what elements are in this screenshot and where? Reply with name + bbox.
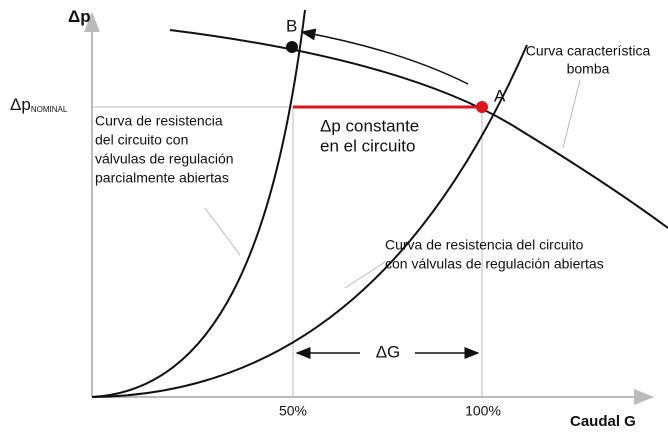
x-axis-label: Caudal G (570, 413, 636, 430)
annotation: válvulas de regulación (95, 151, 234, 167)
annotation: en el circuito (320, 136, 415, 155)
annotation: con válvulas de regulación abiertas (385, 256, 604, 272)
y-axis-label: Δp (68, 7, 91, 26)
annotation: del circuito con (95, 132, 188, 148)
nominal-main: Δp (10, 95, 31, 114)
nominal-label: ΔpNOMINAL (10, 95, 68, 114)
resistance-curve-partial (91, 9, 306, 398)
annotation: parcialmente abiertas (95, 170, 229, 186)
leader (204, 207, 241, 256)
delta-g-label: ΔG (376, 342, 401, 361)
annotation: Curva de resistencia del circuito (385, 237, 584, 253)
resistance-curve-open (91, 44, 528, 398)
annotation: Curva característica (526, 43, 651, 59)
x-tick-label: 50% (279, 403, 307, 419)
annotation: Δp constante (320, 116, 419, 135)
annotation: bomba (567, 61, 610, 77)
point-label: A (494, 86, 506, 105)
shift-arrow (300, 28, 469, 85)
nominal-sub: NOMINAL (31, 105, 68, 114)
annotation: Curva de resistencia (95, 113, 223, 129)
point-label: B (286, 16, 297, 35)
leader (562, 79, 581, 149)
leader (344, 261, 386, 289)
point-a (476, 101, 488, 113)
x-tick-label: 100% (465, 403, 501, 419)
point-b (286, 41, 298, 53)
y-axis-label-text: Δp (68, 7, 91, 26)
